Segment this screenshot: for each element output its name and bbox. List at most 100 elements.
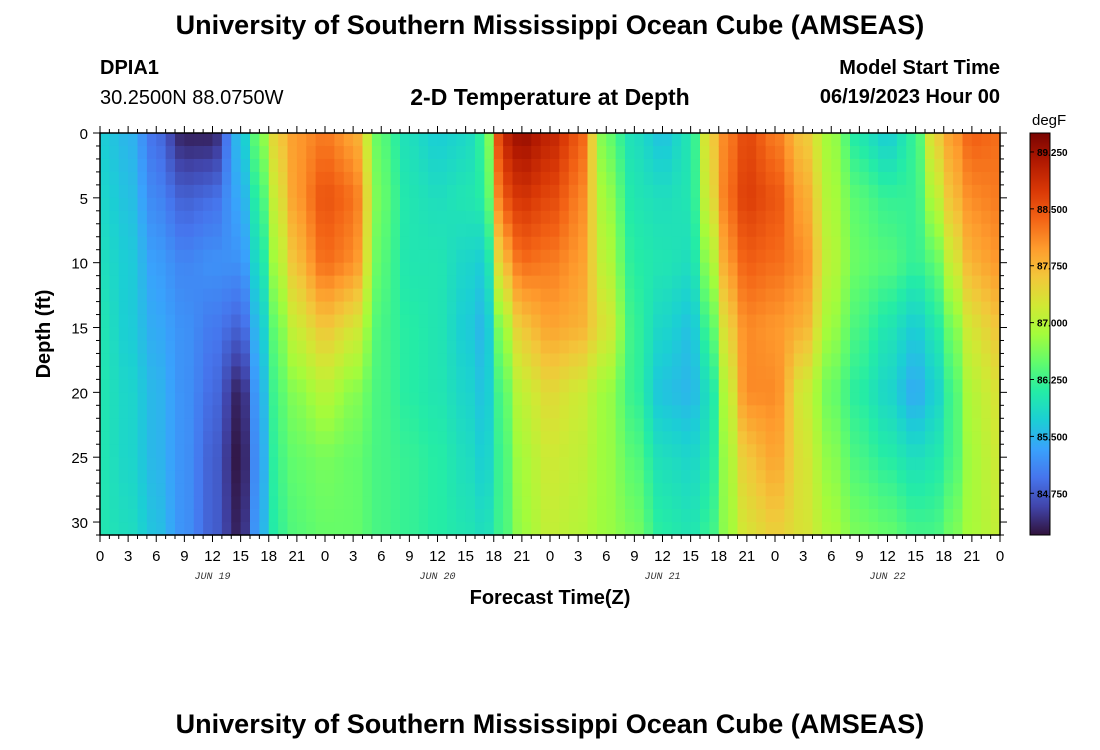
- heatmap-cell: [418, 431, 429, 445]
- heatmap-cell: [700, 444, 710, 458]
- heatmap-cell: [625, 223, 635, 238]
- heatmap-cell: [850, 470, 860, 484]
- heatmap-cell: [943, 366, 954, 380]
- heatmap-cell: [643, 431, 654, 445]
- heatmap-cell: [156, 288, 167, 303]
- heatmap-cell: [184, 483, 195, 497]
- heatmap-cell: [193, 262, 204, 277]
- heatmap-cell: [718, 340, 729, 355]
- heatmap-cell: [784, 483, 795, 497]
- heatmap-cell: [118, 405, 129, 419]
- heatmap-cell: [653, 236, 664, 251]
- y-tick-label: 20: [71, 385, 88, 402]
- heatmap-cell: [456, 340, 467, 355]
- heatmap-cell: [634, 353, 645, 368]
- heatmap-cell: [850, 418, 860, 432]
- heatmap-cell: [212, 483, 223, 497]
- heatmap-cell: [868, 353, 879, 368]
- heatmap-cell: [934, 392, 945, 406]
- heatmap-cell: [550, 353, 560, 368]
- y-tick-label: 30: [71, 515, 88, 532]
- heatmap-cell: [306, 262, 317, 277]
- heatmap-cell: [671, 457, 682, 471]
- heatmap-cell: [118, 509, 129, 523]
- heatmap-cell: [400, 171, 410, 186]
- heatmap-cell: [671, 158, 682, 173]
- heatmap-cell: [109, 418, 120, 432]
- heatmap-cell: [887, 327, 898, 342]
- heatmap-cell: [362, 262, 373, 277]
- heatmap-cell: [231, 314, 242, 329]
- heatmap-cell: [775, 418, 785, 432]
- heatmap-cell: [146, 275, 157, 290]
- heatmap-cell: [128, 171, 139, 186]
- heatmap-cell: [906, 301, 917, 316]
- heatmap-cell: [446, 483, 457, 497]
- heatmap-cell: [165, 522, 176, 536]
- heatmap-cell: [418, 262, 429, 277]
- heatmap-cell: [643, 353, 654, 368]
- heatmap-cell: [381, 457, 392, 471]
- heatmap-cell: [184, 184, 195, 199]
- heatmap-cell: [850, 197, 860, 212]
- heatmap-cell: [325, 236, 335, 251]
- heatmap-cell: [371, 418, 382, 432]
- heatmap-cell: [859, 392, 870, 406]
- heatmap-cell: [915, 236, 926, 251]
- heatmap-cell: [578, 470, 589, 484]
- heatmap-cell: [821, 301, 832, 316]
- heatmap-cell: [915, 496, 926, 510]
- heatmap-cell: [718, 379, 729, 393]
- heatmap-cell: [184, 223, 195, 238]
- heatmap-cell: [109, 210, 120, 225]
- heatmap-cell: [409, 275, 420, 290]
- heatmap-cell: [109, 522, 120, 536]
- heatmap-cell: [165, 184, 176, 199]
- heatmap-cell: [531, 314, 542, 329]
- heatmap-cell: [550, 197, 560, 212]
- heatmap-cell: [287, 470, 298, 484]
- heatmap-cell: [943, 301, 954, 316]
- heatmap-cell: [456, 223, 467, 238]
- heatmap-cell: [493, 171, 504, 186]
- heatmap-cell: [868, 133, 879, 147]
- heatmap-cell: [334, 184, 345, 199]
- heatmap-cell: [681, 275, 692, 290]
- heatmap-cell: [775, 509, 785, 523]
- heatmap-cell: [896, 522, 907, 536]
- heatmap-cell: [971, 405, 982, 419]
- heatmap-cell: [596, 314, 607, 329]
- heatmap-cell: [175, 379, 185, 393]
- heatmap-cell: [475, 444, 485, 458]
- heatmap-cell: [775, 210, 785, 225]
- heatmap-cell: [868, 483, 879, 497]
- heatmap-cell: [643, 483, 654, 497]
- heatmap-cell: [240, 133, 251, 147]
- heatmap-cell: [100, 392, 110, 406]
- heatmap-cell: [203, 158, 214, 173]
- heatmap-cell: [971, 171, 982, 186]
- heatmap-cell: [765, 158, 776, 173]
- heatmap-cell: [718, 288, 729, 303]
- heatmap-cell: [540, 223, 551, 238]
- heatmap-cell: [878, 301, 889, 316]
- heatmap-cell: [278, 314, 289, 329]
- heatmap-cell: [250, 327, 260, 342]
- heatmap-cell: [943, 197, 954, 212]
- heatmap-cell: [118, 457, 129, 471]
- heatmap-cell: [878, 158, 889, 173]
- heatmap-cell: [953, 327, 964, 342]
- heatmap-cell: [878, 249, 889, 264]
- heatmap-cell: [765, 392, 776, 406]
- heatmap-cell: [709, 158, 720, 173]
- heatmap-cell: [737, 509, 748, 523]
- heatmap-cell: [587, 197, 598, 212]
- heatmap-cell: [334, 509, 345, 523]
- station-id: DPIA1: [100, 57, 159, 79]
- heatmap-cell: [109, 496, 120, 510]
- heatmap-cell: [259, 470, 270, 484]
- heatmap-cell: [606, 210, 617, 225]
- heatmap-cell: [615, 379, 626, 393]
- heatmap-cell: [268, 301, 279, 316]
- heatmap-cell: [615, 392, 626, 406]
